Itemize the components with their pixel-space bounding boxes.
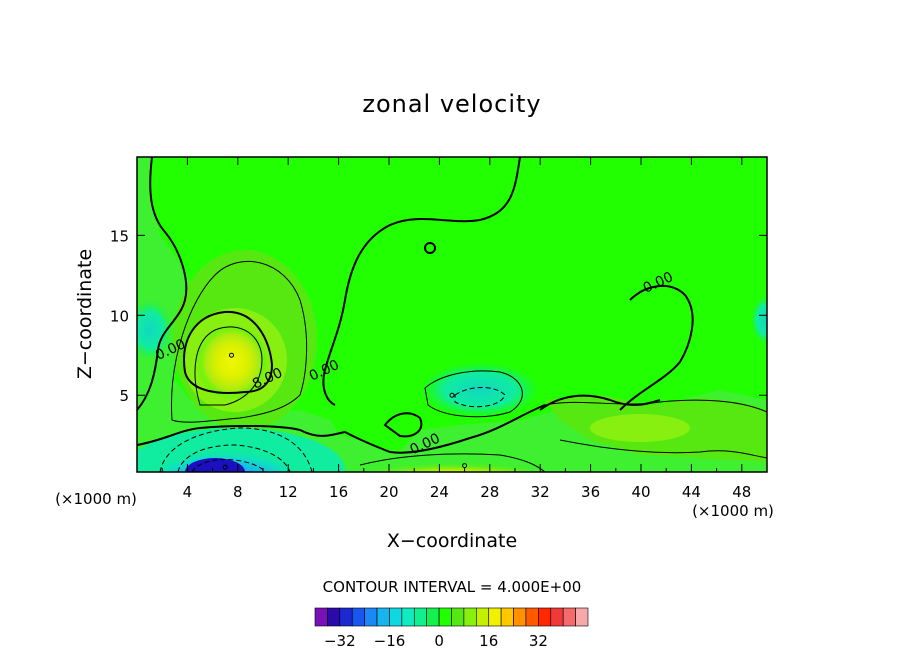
field-right-edge-negative bbox=[751, 296, 767, 344]
colorbar-swatch bbox=[513, 607, 527, 627]
contour-line bbox=[177, 444, 291, 472]
colorbar-swatch bbox=[314, 607, 328, 627]
y-tick-label: 10 bbox=[110, 307, 129, 325]
colorbar-swatch bbox=[426, 607, 440, 627]
colorbar-swatch bbox=[327, 607, 341, 627]
y-tick-label: 15 bbox=[110, 227, 129, 245]
x-tick-label: 8 bbox=[233, 483, 243, 501]
colorbar-swatch bbox=[451, 607, 465, 627]
colorbar-swatch bbox=[339, 607, 353, 627]
field-max-core bbox=[196, 324, 268, 400]
x-tick-label: 32 bbox=[531, 483, 550, 501]
colorbar-swatch bbox=[538, 607, 552, 627]
contour-line bbox=[194, 326, 263, 406]
contour-lines-thin bbox=[171, 260, 767, 472]
contour-line bbox=[454, 387, 506, 408]
contour-line-zero bbox=[619, 284, 694, 411]
y-tick-label: 5 bbox=[119, 387, 129, 405]
contour-line-zero bbox=[183, 310, 274, 394]
field-right-positive-core bbox=[590, 414, 690, 442]
x-axis-label: X−coordinate bbox=[387, 530, 517, 552]
contour-line-zero bbox=[322, 157, 521, 406]
y-axis-ticks: 5 10 15 bbox=[110, 227, 767, 405]
field-min-core bbox=[185, 458, 245, 472]
x-tick-label: 28 bbox=[480, 483, 499, 501]
contour-line bbox=[544, 399, 767, 413]
x-tick-label: 36 bbox=[581, 483, 600, 501]
extremum-max-marker bbox=[462, 463, 468, 469]
contour-line bbox=[559, 439, 767, 459]
plot-frame bbox=[136, 156, 768, 473]
contour-line-zero bbox=[539, 394, 661, 411]
y-axis-unit-label: (×1000 m) bbox=[55, 490, 137, 508]
x-tick-label: 4 bbox=[183, 483, 193, 501]
colorbar-swatch bbox=[562, 607, 576, 627]
colorbar-tick-label: −32 bbox=[324, 632, 356, 650]
x-tick-label: 20 bbox=[379, 483, 398, 501]
contour-line bbox=[171, 260, 308, 423]
x-tick-label: 44 bbox=[682, 483, 701, 501]
extremum-min-marker bbox=[222, 464, 228, 470]
field-left-negative bbox=[137, 300, 172, 360]
colorbar-swatch bbox=[413, 607, 427, 627]
colorbar-swatch bbox=[351, 607, 365, 627]
x-axis-unit-label: (×1000 m) bbox=[692, 502, 774, 520]
colorbar-swatch bbox=[525, 607, 539, 627]
contour-line bbox=[191, 459, 266, 472]
x-tick-label: 40 bbox=[631, 483, 650, 501]
colorbar-swatch bbox=[389, 607, 403, 627]
chart-title: zonal velocity bbox=[362, 90, 541, 118]
colorbar-swatch bbox=[438, 607, 452, 627]
x-tick-label: 16 bbox=[329, 483, 348, 501]
colorbar-swatch bbox=[376, 607, 390, 627]
contour-interval-text: CONTOUR INTERVAL = 4.000E+00 bbox=[323, 578, 582, 596]
y-axis-label: Z−coordinate bbox=[74, 249, 96, 379]
extremum-markers bbox=[222, 352, 468, 470]
colorbar-swatch bbox=[550, 607, 564, 627]
contour-lines-zero bbox=[137, 157, 694, 454]
contour-line-zero bbox=[424, 242, 437, 254]
contour-line bbox=[424, 370, 523, 418]
field-bottom-positive bbox=[365, 454, 545, 472]
contour-lines-dashed bbox=[159, 387, 506, 472]
contour-line bbox=[159, 427, 313, 472]
colorbar-swatch bbox=[401, 607, 415, 627]
colorbar-swatch bbox=[364, 607, 378, 627]
colorbar: −32 −16 0 16 32 bbox=[314, 607, 589, 650]
x-tick-label: 24 bbox=[430, 483, 449, 501]
x-tick-label: 12 bbox=[279, 483, 298, 501]
contour-line-zero bbox=[137, 157, 188, 411]
contour-line-zero bbox=[137, 404, 546, 454]
colorbar-swatch bbox=[500, 607, 514, 627]
x-tick-label: 48 bbox=[732, 483, 751, 501]
field-min bbox=[150, 432, 300, 472]
colorbar-tick-label: 16 bbox=[479, 632, 498, 650]
x-axis-ticks: 4 8 12 16 20 24 28 32 36 40 44 48 bbox=[161, 157, 751, 501]
colorbar-swatch bbox=[575, 607, 589, 627]
colorbar-tick-label: 32 bbox=[529, 632, 548, 650]
plot-area bbox=[137, 157, 767, 472]
colorbar-swatch bbox=[463, 607, 477, 627]
colorbar-tick-label: −16 bbox=[374, 632, 406, 650]
colorbar-swatch bbox=[476, 607, 490, 627]
colorbar-swatch bbox=[488, 607, 502, 627]
contour-line-zero bbox=[383, 412, 423, 438]
extremum-min-marker bbox=[449, 392, 455, 398]
extremum-max-marker bbox=[229, 352, 234, 358]
contour-line bbox=[359, 453, 546, 472]
colorbar-tick-label: 0 bbox=[434, 632, 444, 650]
